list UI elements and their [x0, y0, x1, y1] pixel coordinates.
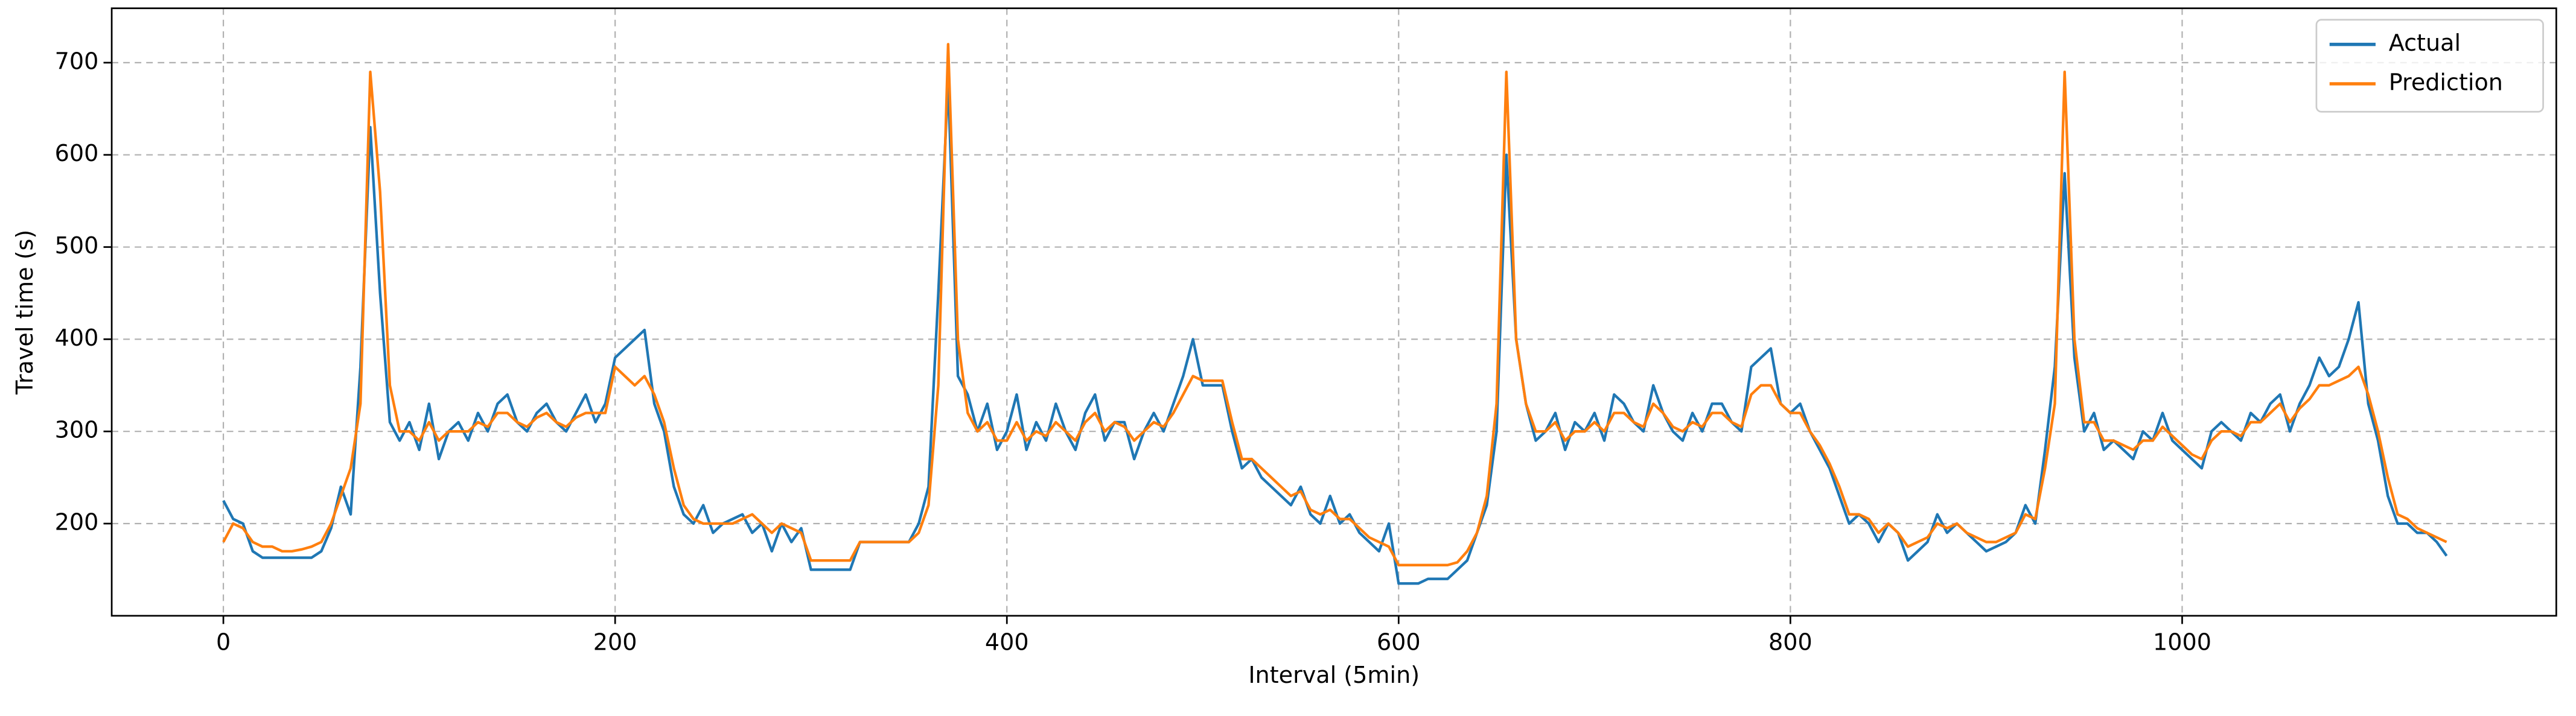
y-tick-label: 600 — [55, 140, 99, 166]
x-tick-label: 400 — [985, 629, 1029, 656]
line — [222, 80, 2448, 585]
x-tick-label: 600 — [1377, 629, 1421, 656]
y-tick-label: 400 — [55, 325, 99, 351]
legend-label: Actual — [2389, 30, 2461, 56]
y-axis-label: Travel time (s) — [11, 230, 38, 395]
x-axis-label: Interval (5min) — [1248, 662, 1420, 688]
x-tick-label: 0 — [216, 629, 231, 656]
y-tick-label: 300 — [55, 417, 99, 443]
x-tick-label: 200 — [593, 629, 637, 656]
line — [222, 43, 2447, 566]
y-tick-label: 700 — [55, 48, 99, 74]
y-tick-label: 200 — [55, 509, 99, 536]
x-tick-label: 800 — [1768, 629, 1812, 656]
legend-label: Prediction — [2389, 69, 2503, 95]
x-tick-label: 1000 — [2153, 629, 2211, 656]
axes-frame — [110, 7, 2557, 617]
y-tick-label: 500 — [55, 232, 99, 259]
